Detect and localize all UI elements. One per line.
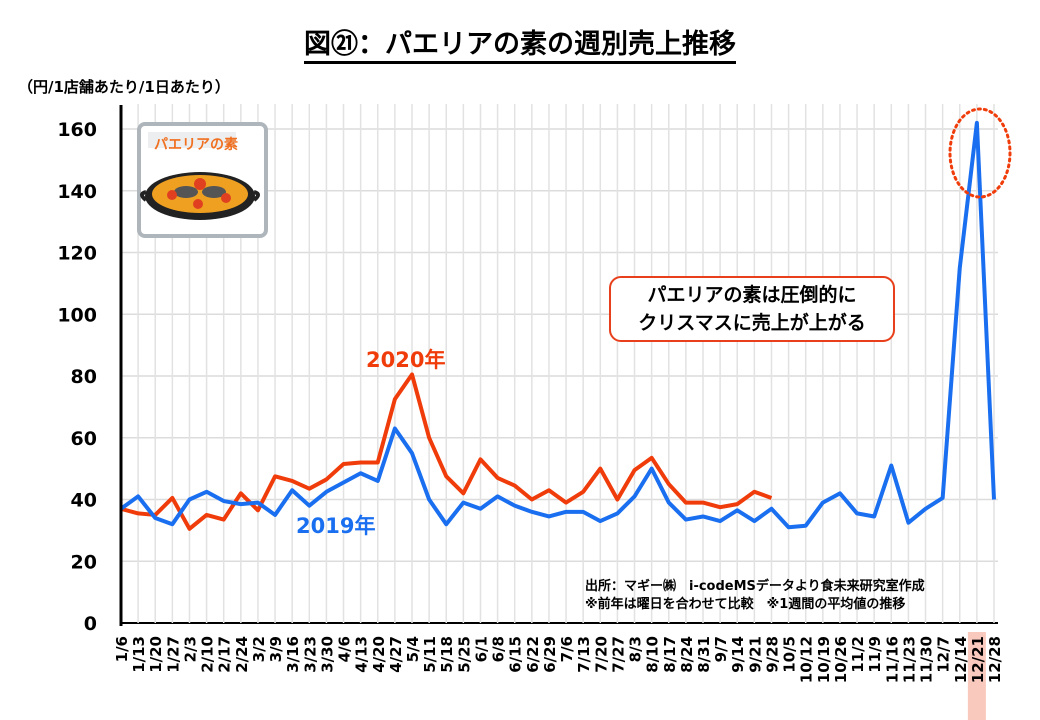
x-tick-label: 10/12	[798, 636, 816, 683]
x-tick-label: 5/11	[421, 636, 439, 673]
x-tick-label: 2/24	[233, 636, 251, 673]
x-tick-label: 5/25	[455, 636, 473, 673]
x-tick-label: 7/6	[558, 636, 576, 662]
x-tick-label: 2/3	[181, 636, 199, 662]
x-tick-label: 8/31	[695, 636, 713, 673]
x-tick-label: 6/29	[541, 636, 559, 673]
x-tick-label: 1/6	[113, 636, 131, 662]
series-line-2020	[120, 372, 773, 531]
y-tick-label: 40	[71, 490, 97, 512]
x-tick-label: 8/10	[644, 636, 662, 673]
peak-highlight-ellipse	[948, 107, 1012, 199]
legend-2020: 2020年	[366, 348, 446, 372]
unit-label: （円/1店舗あたり/1日あたり）	[18, 78, 230, 96]
y-tick-label: 20	[71, 551, 97, 573]
title-text: 図㉑：パエリアの素の週別売上推移	[304, 29, 736, 64]
x-tick-label: 5/4	[404, 636, 422, 662]
x-tick-label: 4/13	[353, 636, 371, 673]
x-tick-label: 1/13	[130, 636, 148, 673]
x-tick-label: 8/24	[678, 636, 696, 673]
x-tick-label: 11/2	[849, 636, 867, 673]
x-tick-label: 1/20	[147, 636, 165, 673]
x-tick-label: 8/3	[627, 636, 645, 662]
series-line-2019	[119, 120, 996, 530]
x-tick-label: 10/26	[832, 636, 850, 683]
callout-line1: パエリアの素は圧倒的に	[647, 284, 857, 306]
paella-image	[137, 122, 268, 238]
x-tick-label: 12/14	[952, 636, 970, 683]
x-tick-label: 3/23	[301, 636, 319, 673]
y-tick-label: 80	[71, 366, 97, 388]
x-tick-label: 12/28	[986, 636, 1004, 683]
x-axis-ticks: 1/6 1/13 1/20 1/27 2/3 2/10 2/17 2/24 3/2 3/9 3/16…	[113, 632, 1004, 720]
y-tick-label: 140	[57, 181, 97, 203]
x-tick-label: 8/17	[661, 636, 679, 673]
x-tick-label: 7/20	[592, 636, 610, 673]
x-tick-label: 7/27	[609, 636, 627, 673]
x-tick-label: 9/14	[729, 636, 747, 673]
x-tick-label: 6/8	[490, 636, 508, 662]
x-tick-label: 1/27	[164, 636, 182, 673]
highlight-label-bg	[967, 632, 986, 720]
source-line1: 出所：マギー㈱ i-codeMSデータより食未来研究室作成	[585, 579, 925, 594]
x-tick-label: 3/2	[250, 636, 268, 662]
x-tick-label: 6/22	[524, 636, 542, 673]
x-tick-label: 3/9	[267, 636, 285, 662]
x-tick-label: 12/21	[969, 636, 987, 683]
x-tick-label: 11/23	[900, 636, 918, 683]
x-tick-label: 5/18	[438, 636, 456, 673]
legend-2019: 2019年	[296, 514, 376, 538]
x-tick-label: 2/17	[216, 636, 234, 673]
x-tick-label: 9/7	[712, 636, 730, 662]
x-tick-label: 3/16	[284, 636, 302, 673]
x-tick-label: 11/30	[918, 636, 936, 683]
x-tick-label: 10/5	[781, 636, 799, 673]
x-tick-label: 6/15	[507, 636, 525, 673]
x-tick-label: 4/6	[336, 636, 354, 662]
x-tick-label: 9/21	[746, 636, 764, 673]
y-tick-label: 0	[84, 613, 97, 635]
y-tick-label: 60	[71, 428, 97, 450]
x-tick-label: 7/13	[575, 636, 593, 673]
callout-box: パエリアの素は圧倒的に クリスマスに売上が上がる	[609, 276, 895, 342]
source-note: 出所：マギー㈱ i-codeMSデータより食未来研究室作成 ※前年は曜日を合わせ…	[585, 578, 925, 614]
chart-title: 図㉑：パエリアの素の週別売上推移	[0, 22, 1040, 64]
y-tick-label: 120	[57, 243, 97, 265]
x-tick-label: 11/16	[883, 636, 901, 683]
y-tick-label: 160	[57, 119, 97, 141]
series-lines	[119, 120, 996, 531]
x-tick-label: 12/7	[935, 636, 953, 673]
x-tick-label: 4/20	[370, 636, 388, 673]
x-tick-label: 4/27	[387, 636, 405, 673]
x-tick-label: 2/10	[199, 636, 217, 673]
x-tick-label: 9/28	[763, 636, 781, 673]
callout-line2: クリスマスに売上が上がる	[638, 312, 866, 334]
y-tick-label: 100	[57, 304, 97, 326]
y-axis-ticks: 0 20 40 60 80 100 120 140 160	[57, 119, 97, 635]
x-tick-label: 10/19	[815, 636, 833, 683]
x-tick-label: 11/9	[866, 636, 884, 673]
source-line2: ※前年は曜日を合わせて比較 ※1週間の平均値の推移	[585, 597, 906, 612]
image-label: パエリアの素	[154, 137, 238, 153]
x-tick-label: 3/30	[318, 636, 336, 673]
x-tick-label: 6/1	[472, 636, 490, 662]
